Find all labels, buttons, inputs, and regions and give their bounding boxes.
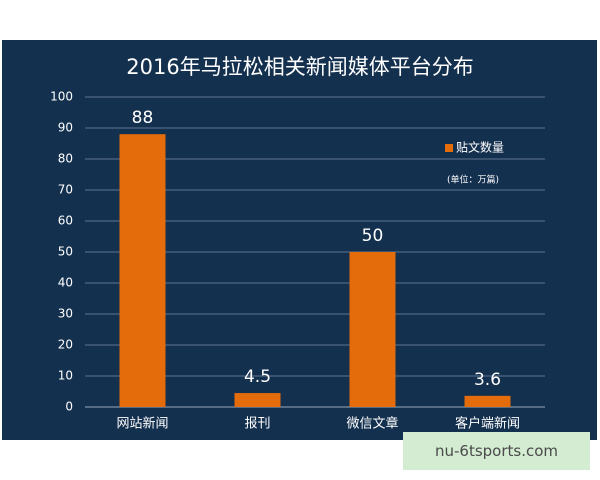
y-tick-label: 0 <box>65 400 73 414</box>
bar <box>119 134 166 407</box>
data-label: 3.6 <box>474 370 501 390</box>
note: (单位：万篇) <box>447 174 499 186</box>
bar <box>349 252 396 407</box>
bar <box>464 395 511 407</box>
chart-background <box>2 40 597 440</box>
x-tick-label: 微信文章 <box>346 416 398 432</box>
y-tick-label: 70 <box>58 183 73 197</box>
y-tick-label: 100 <box>50 90 73 104</box>
x-tick-label: 报刊 <box>244 417 270 432</box>
y-tick-label: 50 <box>58 245 73 259</box>
x-tick-label: 客户端新闻 <box>455 416 520 432</box>
y-tick-label: 80 <box>58 152 73 166</box>
legend-swatch <box>445 144 453 152</box>
y-tick-label: 40 <box>58 276 73 290</box>
data-label: 4.5 <box>244 367 271 387</box>
data-label: 50 <box>362 226 384 246</box>
watermark: nu-6tsports.com <box>403 432 590 470</box>
x-tick-label: 网站新闻 <box>116 416 168 432</box>
y-tick-label: 20 <box>58 338 73 352</box>
y-tick-label: 10 <box>58 369 73 383</box>
y-tick-label: 30 <box>58 307 73 321</box>
legend-label: 贴文数量 <box>456 140 504 155</box>
y-tick-label: 60 <box>58 214 73 228</box>
data-label: 88 <box>132 108 154 128</box>
chart-title: 2016年马拉松相关新闻媒体平台分布 <box>126 55 473 79</box>
y-tick-label: 90 <box>58 121 73 135</box>
bar <box>234 393 281 407</box>
